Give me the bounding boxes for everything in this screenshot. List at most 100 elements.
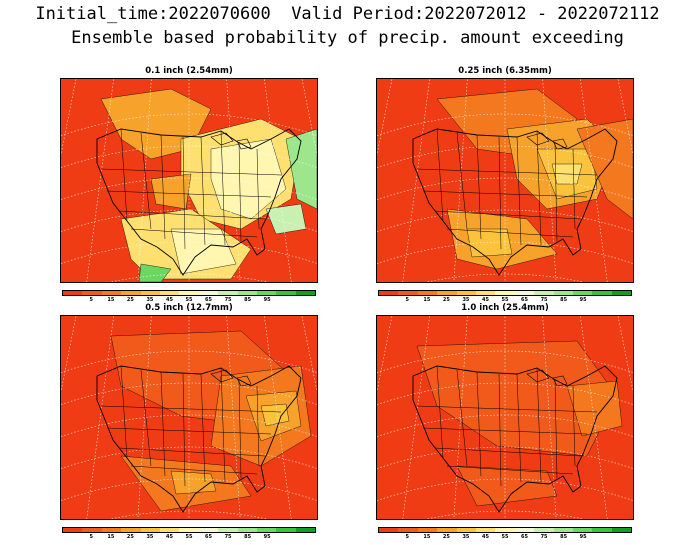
legend-swatch <box>514 528 535 532</box>
legend-swatch <box>276 291 296 295</box>
legend-label: 15 <box>423 297 431 303</box>
legend-swatch <box>256 528 277 532</box>
legend-swatch <box>121 528 141 532</box>
map-canvas <box>377 79 633 282</box>
legend-label: 85 <box>560 297 568 303</box>
legend-label: 95 <box>579 534 587 540</box>
legend-swatch <box>456 291 476 295</box>
legend-swatch <box>437 291 457 295</box>
legend-label: 85 <box>244 297 252 303</box>
legend-swatch <box>198 291 219 295</box>
legend-swatch <box>398 291 418 295</box>
legend-label: 15 <box>423 534 431 540</box>
legend-label: 65 <box>521 534 529 540</box>
legend-label: 15 <box>107 534 115 540</box>
legend-swatch <box>218 291 238 295</box>
figure-subtitle: Ensemble based probability of precip. am… <box>71 28 624 48</box>
legend-label: 25 <box>126 297 134 303</box>
legend-swatch <box>159 291 180 295</box>
legend-swatch <box>237 291 257 295</box>
legend-tick-labels: 5 15 25 35 45 55 65 75 85 95 <box>378 534 632 543</box>
legend-swatch <box>198 528 219 532</box>
legend-label: 45 <box>165 297 173 303</box>
legend-color-bar <box>378 290 632 296</box>
legend-tick-labels: 5 15 25 35 45 55 65 75 85 95 <box>62 297 316 306</box>
panel-title: 1.0 inch (25.4mm) <box>461 303 549 313</box>
legend-swatch <box>417 528 438 532</box>
legend-label: 5 <box>405 297 410 303</box>
legend-swatch <box>276 528 296 532</box>
probability-map <box>376 315 634 520</box>
legend-swatch <box>572 528 593 532</box>
legend-swatch <box>179 291 199 295</box>
legend-label: 5 <box>89 534 94 540</box>
legend-swatch <box>553 291 573 295</box>
legend-swatch <box>101 528 122 532</box>
color-legend: 5 15 25 35 45 55 65 75 85 95 <box>62 527 316 543</box>
legend-label: 85 <box>244 534 252 540</box>
legend-swatch <box>159 528 180 532</box>
panel-title: 0.1 inch (2.54mm) <box>145 66 233 76</box>
legend-label: 95 <box>579 297 587 303</box>
color-legend: 5 15 25 35 45 55 65 75 85 95 <box>62 290 316 306</box>
legend-label: 65 <box>205 297 213 303</box>
legend-swatch <box>379 291 399 295</box>
legend-swatch <box>572 291 593 295</box>
legend-label: 55 <box>501 297 509 303</box>
legend-label: 5 <box>89 297 94 303</box>
legend-label: 5 <box>405 534 410 540</box>
map-canvas <box>61 316 317 519</box>
legend-tick-labels: 5 15 25 35 45 55 65 75 85 95 <box>62 534 316 543</box>
legend-label: 75 <box>540 297 548 303</box>
legend-label: 95 <box>263 534 271 540</box>
map-canvas <box>377 316 633 519</box>
legend-label: 85 <box>560 534 568 540</box>
legend-color-bar <box>62 527 316 533</box>
legend-swatch <box>398 528 418 532</box>
legend-swatch <box>63 528 83 532</box>
legend-color-bar <box>62 290 316 296</box>
panel-title: 0.25 inch (6.35mm) <box>458 66 552 76</box>
legend-swatch <box>140 528 160 532</box>
legend-tick-labels: 5 15 25 35 45 55 65 75 85 95 <box>378 297 632 306</box>
legend-label: 45 <box>481 297 489 303</box>
legend-swatch <box>495 291 515 295</box>
legend-swatch <box>121 291 141 295</box>
legend-swatch <box>495 528 515 532</box>
legend-label: 35 <box>462 297 470 303</box>
legend-swatch <box>437 528 457 532</box>
legend-swatch <box>218 528 238 532</box>
legend-swatch <box>295 528 316 532</box>
color-legend: 5 15 25 35 45 55 65 75 85 95 <box>378 290 632 306</box>
color-legend: 5 15 25 35 45 55 65 75 85 95 <box>378 527 632 543</box>
legend-swatch <box>179 528 199 532</box>
legend-label: 65 <box>521 297 529 303</box>
legend-swatch <box>140 291 160 295</box>
legend-label: 35 <box>462 534 470 540</box>
legend-swatch <box>514 291 535 295</box>
legend-label: 25 <box>126 534 134 540</box>
legend-label: 25 <box>442 297 450 303</box>
legend-swatch <box>237 528 257 532</box>
legend-swatch <box>534 528 554 532</box>
legend-swatch <box>417 291 438 295</box>
probability-map <box>60 315 318 520</box>
probability-map <box>376 78 634 283</box>
legend-swatch <box>592 291 612 295</box>
panel-title: 0.5 inch (12.7mm) <box>145 303 233 313</box>
legend-swatch <box>295 291 316 295</box>
legend-label: 55 <box>185 534 193 540</box>
legend-color-bar <box>378 527 632 533</box>
legend-swatch <box>611 528 632 532</box>
legend-label: 25 <box>442 534 450 540</box>
legend-swatch <box>82 291 102 295</box>
legend-swatch <box>63 291 83 295</box>
legend-label: 55 <box>185 297 193 303</box>
legend-swatch <box>82 528 102 532</box>
legend-label: 35 <box>146 297 154 303</box>
probability-map <box>60 78 318 283</box>
legend-label: 15 <box>107 297 115 303</box>
legend-swatch <box>475 528 496 532</box>
legend-label: 65 <box>205 534 213 540</box>
legend-swatch <box>553 528 573 532</box>
